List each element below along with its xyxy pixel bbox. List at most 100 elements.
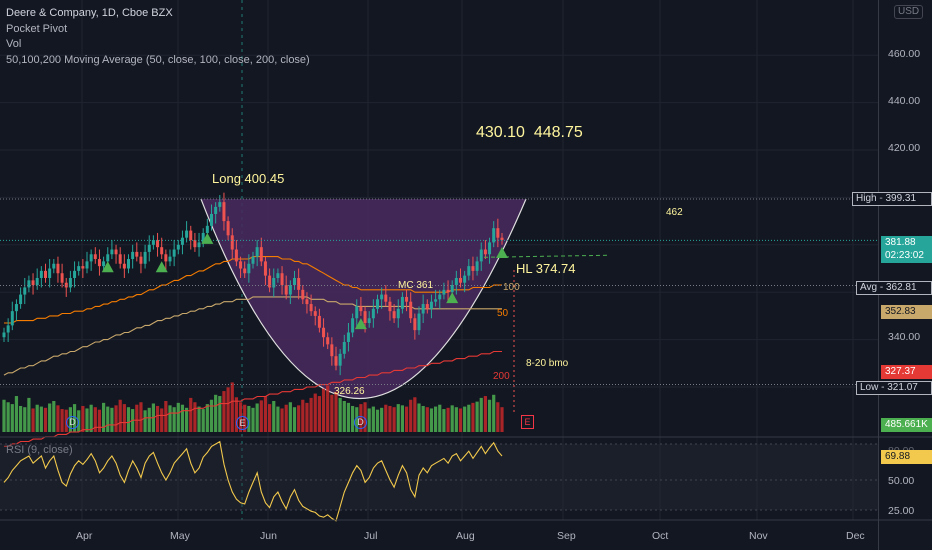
candle-body: [27, 280, 31, 288]
candle-body: [313, 311, 317, 316]
candle-body: [367, 318, 371, 324]
volume-bar: [19, 405, 23, 432]
volume-bar: [102, 402, 106, 432]
candle-body: [214, 206, 218, 214]
symbol-title[interactable]: Deere & Company, 1D, Cboe BZX: [6, 7, 173, 19]
candle-body: [60, 273, 64, 283]
candle-body: [31, 280, 35, 286]
earnings-badge-upcoming[interactable]: E: [521, 415, 534, 429]
volume-bar: [143, 410, 147, 432]
higher-low-text[interactable]: HL 374.74: [516, 261, 576, 276]
candle-body: [23, 287, 27, 295]
candle-body: [338, 353, 342, 366]
candle-body: [263, 261, 267, 276]
time-tick: Dec: [846, 530, 865, 542]
volume-bar: [214, 394, 218, 432]
volume-bar: [421, 405, 425, 432]
ma100-label: 100: [503, 282, 520, 293]
volume-bar: [56, 405, 60, 432]
target-prices-text[interactable]: 430.10 448.75: [476, 124, 583, 141]
volume-bar: [272, 401, 276, 432]
volume-value: 485.661K: [885, 419, 928, 430]
candle-body: [479, 249, 483, 262]
candle-body: [475, 261, 479, 271]
candle-body: [359, 306, 363, 312]
indicator-pocket-pivot[interactable]: Pocket Pivot: [6, 22, 68, 35]
candle-body: [396, 308, 400, 319]
volume-bar: [496, 402, 500, 432]
volume-bar: [39, 406, 43, 432]
earnings-note-text[interactable]: 8-20 bmo: [526, 358, 569, 369]
mc-text[interactable]: MC 361: [398, 280, 434, 291]
volume-bar: [371, 406, 375, 432]
candle-body: [52, 263, 56, 269]
candle-body: [97, 259, 101, 267]
volume-bar: [463, 406, 467, 432]
high-value: 399.31: [885, 193, 917, 204]
candle-body: [388, 301, 392, 312]
earnings-badge-past[interactable]: E: [236, 416, 249, 430]
candle-body: [429, 301, 433, 309]
dividend-badge[interactable]: D: [66, 416, 79, 429]
volume-bar: [292, 407, 297, 432]
candle-body: [446, 289, 450, 293]
volume-bar: [321, 388, 326, 432]
time-tick: Nov: [749, 530, 768, 542]
level-lines: [0, 198, 878, 385]
low-label: Low: [860, 382, 879, 393]
pocket-pivot-triangle: [496, 247, 508, 259]
ma200-label: 200: [493, 371, 510, 382]
volume-bar: [93, 407, 97, 432]
candle-body: [492, 228, 496, 243]
candle-body: [160, 247, 164, 255]
volume-bar: [176, 402, 180, 432]
price-tick: 340.00: [888, 331, 921, 343]
time-tick: Oct: [652, 530, 669, 542]
candle-body: [114, 249, 118, 255]
volume-bar: [400, 405, 404, 432]
volume-bar: [209, 399, 214, 432]
candle-body: [322, 327, 326, 338]
dividend-badge[interactable]: D: [354, 416, 367, 429]
level-462-text[interactable]: 462: [666, 207, 683, 218]
candle-body: [172, 249, 176, 257]
indicator-moving-average[interactable]: 50,100,200 Moving Average (50, close, 10…: [6, 53, 310, 66]
ma200-tag: 327.37: [881, 365, 932, 379]
candle-body: [384, 294, 388, 302]
candle-body: [272, 277, 276, 288]
candle-body: [409, 301, 413, 319]
candle-body: [151, 240, 155, 245]
candle-body: [309, 304, 313, 312]
volume-bar: [442, 409, 446, 432]
candle-body: [35, 277, 39, 286]
volume-bar: [492, 394, 496, 432]
candle-body: [305, 299, 309, 305]
volume-bar: [259, 400, 263, 432]
volume-bar: [122, 404, 126, 432]
candle-body: [56, 263, 60, 274]
indicator-volume[interactable]: Vol: [6, 38, 22, 50]
volume-bar: [342, 401, 346, 432]
volume-bars: [2, 382, 504, 432]
volume-bar: [255, 403, 259, 432]
candle-body: [251, 256, 255, 264]
cup-low-text[interactable]: 326.26: [334, 386, 365, 397]
candle-body: [425, 304, 429, 309]
ma100-tag: 352.83: [881, 305, 932, 319]
volume-bar: [185, 407, 189, 432]
candle-body: [205, 225, 209, 233]
currency-badge[interactable]: USD: [894, 5, 924, 19]
rsi-legend[interactable]: RSI (9, close): [6, 444, 73, 456]
volume-bar: [263, 396, 268, 432]
candle-body: [218, 202, 222, 207]
volume-bar: [172, 407, 176, 432]
long-entry-text[interactable]: Long 400.45: [212, 171, 285, 186]
volume-bar: [280, 408, 284, 432]
ma50-label: 50: [497, 308, 509, 319]
volume-bar: [97, 409, 102, 432]
volume-bar: [284, 404, 288, 432]
volume-bar: [305, 402, 309, 432]
volume-bar: [404, 406, 409, 432]
